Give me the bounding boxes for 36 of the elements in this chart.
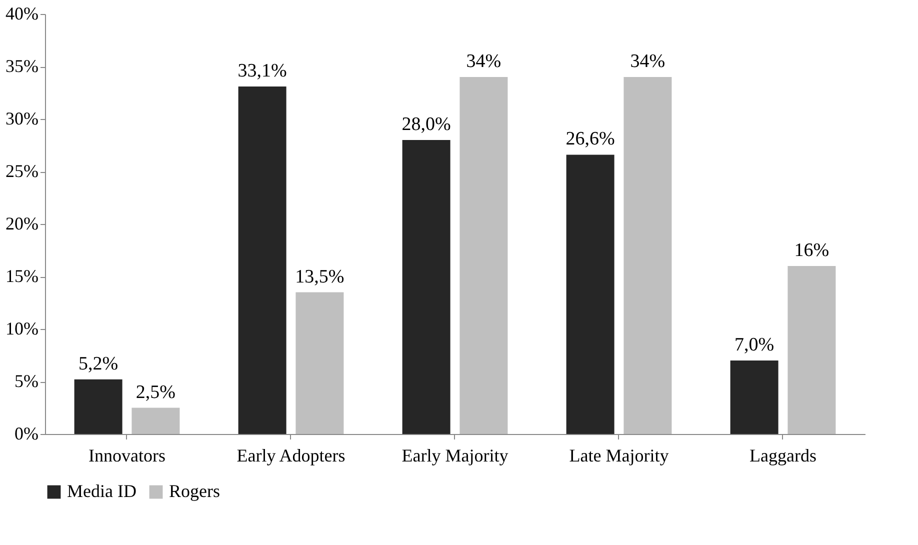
y-tick-label: 35% — [6, 56, 38, 76]
data-label: 28,0% — [402, 114, 452, 135]
x-tick-label: Early Adopters — [236, 446, 346, 466]
bar — [788, 266, 836, 434]
x-tick-label: Late Majority — [569, 446, 669, 466]
data-label: 7,0% — [734, 334, 774, 356]
y-tick-label: 5% — [14, 371, 38, 391]
bar — [460, 77, 508, 434]
bar — [402, 140, 450, 434]
bar — [566, 154, 614, 434]
y-tick-label: 20% — [6, 214, 38, 234]
data-label: 16% — [794, 240, 830, 261]
bar — [132, 408, 180, 434]
y-tick-label: 0% — [14, 424, 38, 444]
bar — [296, 292, 344, 434]
x-tick-label: Innovators — [88, 446, 166, 466]
data-label: 13,5% — [295, 266, 344, 288]
y-tick-label: 10% — [6, 318, 38, 338]
data-label: 33,1% — [238, 60, 288, 82]
legend-label: Media ID — [67, 481, 136, 501]
data-label: 26,6% — [566, 128, 616, 150]
data-label: 34% — [466, 51, 502, 72]
data-label: 2,5% — [136, 382, 176, 403]
y-tick-label: 40% — [6, 4, 38, 24]
x-tick-label: Laggards — [750, 446, 816, 466]
data-label: 5,2% — [78, 353, 118, 374]
y-tick-label: 15% — [6, 266, 38, 286]
y-tick-label: 25% — [6, 161, 38, 181]
legend-label: Rogers — [169, 481, 220, 501]
bar — [730, 360, 778, 434]
x-tick-label: Early Majority — [402, 446, 508, 466]
bar — [74, 379, 122, 434]
bar — [238, 86, 286, 434]
bar — [624, 77, 672, 434]
y-tick-label: 30% — [6, 108, 38, 128]
data-label: 34% — [630, 51, 666, 72]
